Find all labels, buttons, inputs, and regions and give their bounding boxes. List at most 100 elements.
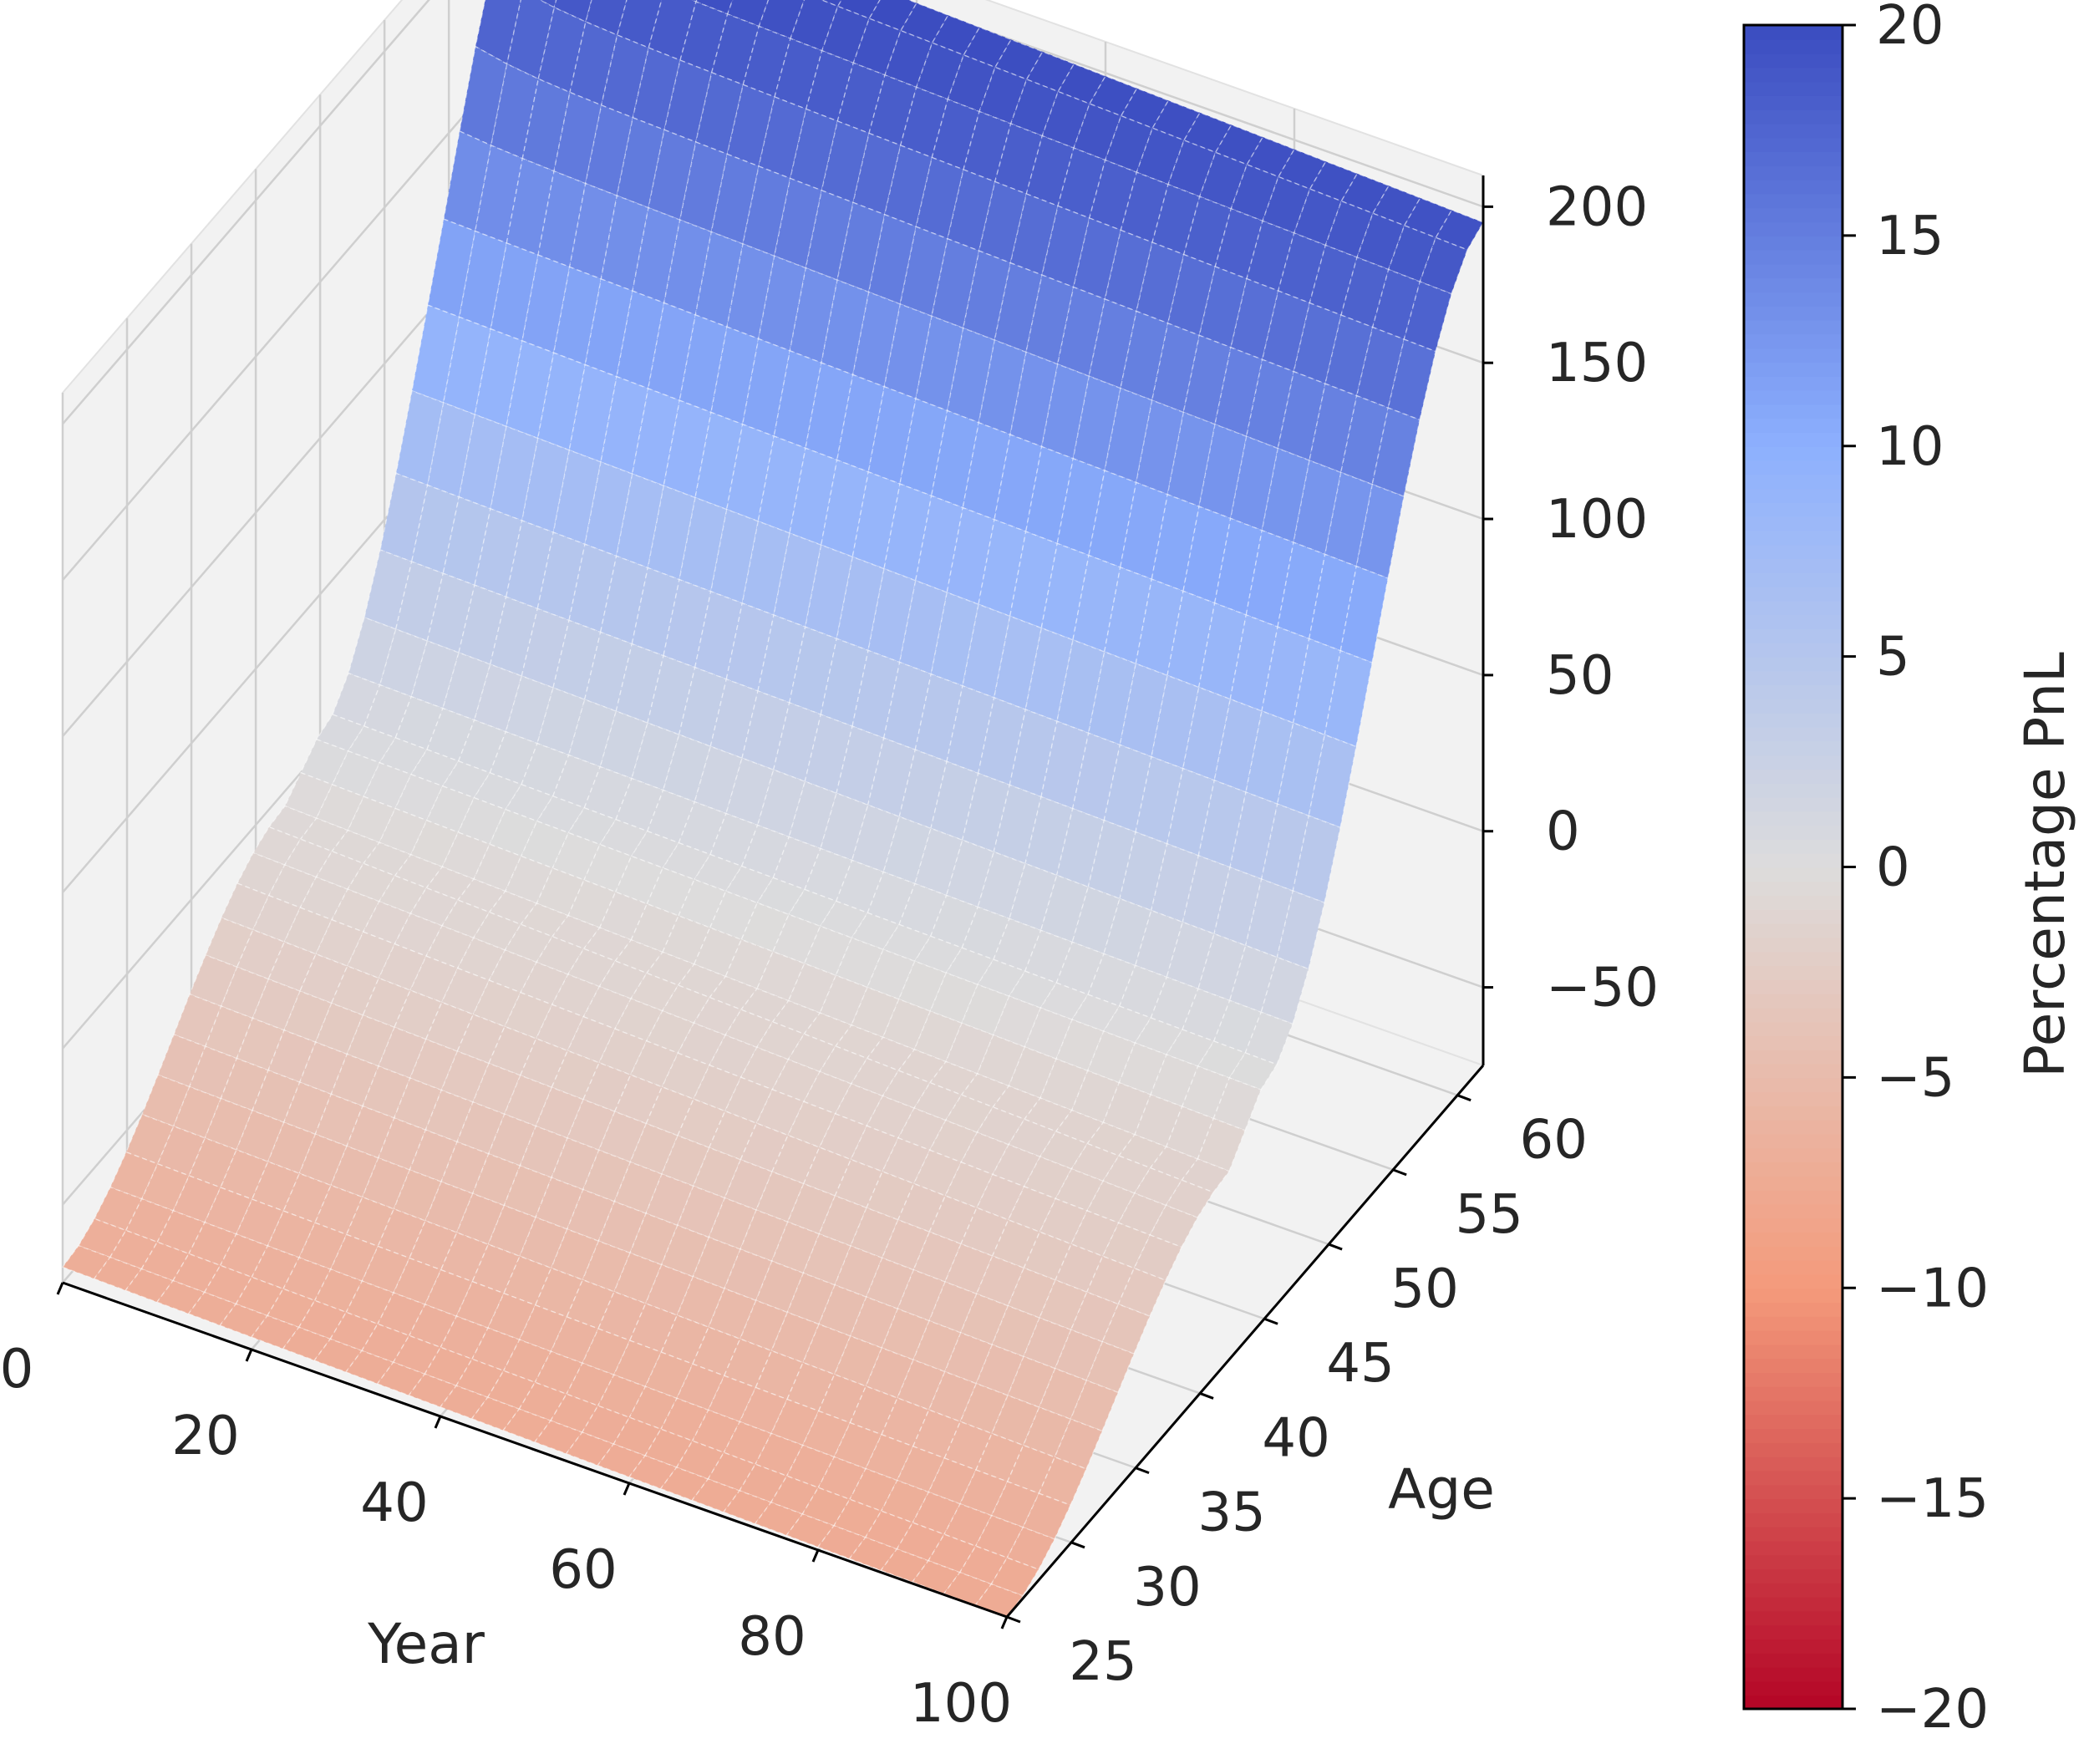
colorbar-segment [1744,431,1842,447]
surface-quad [612,1416,663,1456]
surface-quad [912,1231,962,1283]
surface-quad [613,1074,663,1125]
surface-quad [488,1025,537,1076]
surface-quad [1136,127,1185,186]
surface-quad [1324,200,1374,258]
surface-quad [772,913,821,964]
colorbar-segment [1744,1245,1842,1261]
y-tick [1456,1094,1471,1102]
surface-quad [1055,1243,1104,1294]
surface-quad [994,38,1044,80]
colorbar-segment [1744,362,1842,377]
surface-quad [915,42,965,100]
surface-quad [598,891,648,941]
surface-mesh [61,0,1485,1618]
colorbar-segment [1744,572,1842,587]
surface-quad [597,1290,647,1342]
surface-quad [424,1001,475,1052]
surface-quad [566,1279,615,1329]
surface-quad [205,917,254,968]
colorbar-segment [1744,207,1842,223]
surface-quad [567,879,617,929]
surface-quad [1228,1052,1278,1090]
surface-quad [489,808,538,857]
y-tick-label: 35 [1197,1482,1265,1544]
colorbar-segment [1744,277,1842,293]
colorbar-segment [1744,249,1842,265]
surface-quad [803,925,853,977]
surface-quad [519,1038,569,1089]
surface-quad [440,1232,490,1283]
grid-line [896,0,1484,208]
surface-quad [882,998,932,1050]
surface-quad [868,0,918,32]
surface-quad [661,984,711,1024]
colorbar-tick-label: −10 [1876,1258,1989,1319]
surface-quad [802,1323,851,1375]
surface-quad [1166,921,1215,990]
surface-quad [109,1229,159,1270]
colorbar-segment [1744,656,1842,672]
surface-quad [156,1125,206,1177]
surface-quad [1039,1131,1089,1170]
colorbar-segment [1744,488,1842,503]
x-tick [56,1282,64,1295]
colorbar-segment [1744,768,1842,784]
colorbar-segment [1744,699,1842,714]
y-tick-label: 60 [1519,1110,1587,1172]
colorbar-segment [1744,67,1842,83]
surface-quad [978,66,1028,125]
surface-quad [1120,87,1170,130]
surface-quad [360,1323,410,1364]
surface-quad [520,820,570,869]
surface-quad [1041,90,1090,150]
surface-quad [236,928,286,980]
colorbar-segment [1744,908,1842,924]
surface-quad [963,26,1013,69]
colorbar-segment [1744,1680,1842,1696]
surface-quad [884,29,933,89]
surface-quad [725,757,775,826]
surface-quad [600,34,650,119]
colorbar-segment [1744,726,1842,742]
surface-quad [582,1061,632,1113]
surface-quad [1009,862,1058,932]
surface-quad [1103,897,1152,967]
y-tick [1392,1168,1407,1177]
colorbar-segment [1744,305,1842,321]
surface-quad [787,963,837,1014]
surface-quad [1024,627,1074,723]
surface-quad [912,1409,962,1459]
surface-quad [1292,815,1341,904]
colorbar-tick-label: 0 [1876,837,1910,899]
surface-quad [616,0,663,49]
surface-quad [692,1146,742,1199]
surface-quad [424,1346,474,1387]
grid-line [62,0,430,425]
surface-quad [1340,172,1390,215]
x-tick-label: 0 [0,1339,33,1401]
colorbar-segment [1744,1610,1842,1626]
surface-quad [1355,483,1405,580]
colorbar-segment [1744,179,1842,195]
surface-quad [740,1122,789,1173]
colorbar-tick-label: 15 [1876,206,1944,267]
surface-quad [1039,1279,1088,1331]
surface-quad [392,1334,442,1375]
surface-quad [1085,1255,1136,1305]
surface-quad [708,1110,758,1161]
surface-quad [473,663,523,733]
z-tick-label: −50 [1546,958,1659,1019]
surface-quad [1101,1303,1151,1355]
colorbar-segment [1744,501,1842,517]
surface-quad [1435,209,1485,251]
surface-quad [740,902,790,953]
y-tick [1135,1467,1150,1475]
surface-quad [959,1382,1009,1435]
surface-quad [678,878,727,929]
surface-quad [818,1045,868,1085]
surface-quad [1056,638,1105,735]
colorbar-segment [1744,1512,1842,1528]
surface-quad [1006,1444,1056,1495]
y-tick-label: 55 [1455,1184,1522,1246]
